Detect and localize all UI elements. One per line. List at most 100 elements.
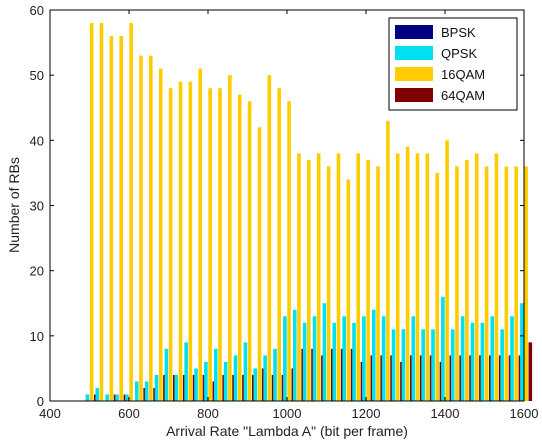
bar-qpsk-925 [253, 368, 258, 401]
x-tick-label-400: 400 [39, 406, 61, 421]
bar-16qam-550 [109, 36, 114, 401]
y-axis-label: Number of RBs [6, 157, 22, 253]
bar-16qam-1225 [376, 166, 380, 401]
bar-16qam-1350 [425, 153, 430, 401]
bar-16qam-1250 [386, 120, 390, 401]
bar-qpsk-1325 [411, 316, 416, 401]
x-tick-label-1600: 1600 [510, 406, 539, 421]
bar-qpsk-1025 [292, 309, 297, 401]
bar-16qam-700 [168, 88, 173, 401]
bar-qpsk-1525 [490, 316, 495, 401]
bar-qpsk-700 [164, 348, 169, 401]
legend-label-64qam: 64QAM [441, 88, 485, 103]
bars-layer [85, 23, 533, 402]
bar-qpsk-750 [184, 342, 188, 401]
bar-qpsk-1200 [362, 316, 366, 401]
bar-qpsk-1425 [450, 329, 455, 401]
bar-qpsk-1175 [352, 322, 356, 401]
y-tick-label-0: 0 [37, 394, 44, 409]
y-tick-label-30: 30 [30, 199, 44, 214]
legend-swatch-bpsk [395, 25, 433, 39]
bar-16qam-950 [267, 75, 272, 402]
bar-qpsk-1000 [283, 316, 287, 401]
bar-16qam-1150 [346, 179, 351, 401]
bar-qpsk-1350 [421, 329, 425, 401]
bar-16qam-1000 [287, 101, 291, 401]
y-tick-label-20: 20 [30, 264, 44, 279]
bar-qpsk-775 [194, 368, 198, 401]
legend: BPSK QPSK 16QAM 64QAM [388, 17, 518, 111]
bar-qpsk-1275 [391, 329, 396, 401]
bar-qpsk-1500 [480, 322, 485, 401]
bar-qpsk-725 [174, 374, 179, 401]
legend-label-qpsk: QPSK [441, 46, 477, 61]
bar-qpsk-1050 [302, 322, 307, 401]
bar-16qam-900 [247, 101, 252, 401]
bar-qpsk-525 [95, 387, 100, 401]
legend-swatch-16qam [395, 67, 433, 81]
bar-qpsk-600 [125, 394, 129, 401]
bar-16qam-800 [208, 88, 212, 401]
bar-16qam-1300 [405, 146, 410, 401]
legend-swatch-qpsk [395, 46, 433, 60]
bar-16qam-825 [218, 88, 222, 401]
bar-16qam-1500 [484, 166, 489, 401]
bar-qpsk-1375 [431, 329, 435, 401]
bar-16qam-1100 [326, 166, 331, 401]
bar-qpsk-1150 [342, 316, 346, 401]
bar-16qam-1075 [316, 153, 321, 401]
bar-qpsk-1300 [401, 329, 406, 401]
bar-qpsk-900 [243, 342, 248, 401]
bar-16qam-600 [129, 23, 133, 402]
bar-qpsk-650 [144, 381, 149, 401]
legend-label-bpsk: BPSK [441, 25, 476, 40]
bar-16qam-650 [149, 55, 153, 402]
bar-16qam-525 [99, 23, 104, 402]
bar-qpsk-1075 [312, 316, 317, 401]
bar-16qam-675 [158, 68, 163, 402]
bar-16qam-850 [228, 75, 232, 402]
bar-16qam-1575 [514, 166, 519, 401]
x-tick-label-1200: 1200 [352, 406, 381, 421]
legend-label-16qam: 16QAM [441, 67, 485, 82]
bar-64qam-1600 [528, 342, 533, 401]
x-tick-label-600: 600 [118, 406, 140, 421]
bar-qpsk-575 [115, 394, 119, 401]
bar-16qam-1525 [494, 153, 499, 401]
bar-16qam-575 [119, 36, 124, 401]
bar-16qam-1450 [465, 159, 469, 401]
bar-16qam-750 [188, 81, 193, 402]
bar-qpsk-1575 [510, 316, 514, 401]
bar-16qam-1125 [336, 153, 341, 401]
bar-qpsk-1400 [441, 296, 445, 401]
x-tick-label-1000: 1000 [273, 406, 302, 421]
bar-16qam-1375 [435, 172, 440, 401]
bar-qpsk-500 [85, 394, 90, 401]
bar-qpsk-825 [213, 348, 218, 401]
bar-16qam-1400 [445, 140, 449, 401]
bar-16qam-625 [139, 55, 143, 402]
legend-items: BPSK QPSK 16QAM 64QAM [395, 25, 485, 103]
y-tick-label-40: 40 [30, 133, 44, 148]
bar-16qam-1175 [356, 153, 361, 401]
bar-16qam-1200 [366, 159, 370, 401]
bar-qpsk-875 [233, 355, 238, 401]
bar-qpsk-675 [154, 374, 159, 401]
y-tick-label-50: 50 [30, 68, 44, 83]
bar-qpsk-625 [134, 381, 139, 401]
bar-16qam-1550 [504, 166, 509, 401]
x-tick-label-1400: 1400 [431, 406, 460, 421]
bar-16qam-1475 [474, 153, 479, 401]
bar-qpsk-1475 [470, 322, 475, 401]
y-tick-label-60: 60 [30, 3, 44, 18]
bar-qpsk-1450 [460, 316, 465, 401]
bar-16qam-1025 [297, 153, 301, 401]
legend-swatch-64qam [395, 88, 433, 102]
bar-qpsk-1250 [381, 316, 386, 401]
bar-16qam-1050 [307, 159, 311, 401]
bar-16qam-1325 [415, 153, 420, 401]
bar-qpsk-1550 [500, 329, 504, 401]
bar-qpsk-550 [105, 394, 109, 401]
x-tick-label-800: 800 [197, 406, 219, 421]
